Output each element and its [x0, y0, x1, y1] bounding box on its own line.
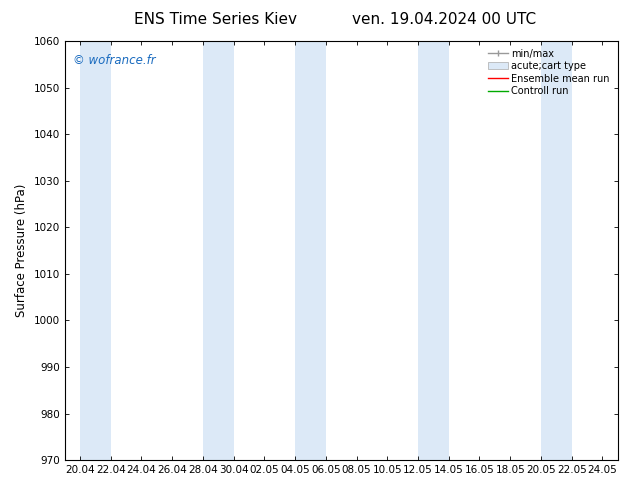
Legend: min/max, acute;cart type, Ensemble mean run, Controll run: min/max, acute;cart type, Ensemble mean … [485, 46, 613, 99]
Bar [80, 41, 111, 460]
Bar [418, 41, 449, 460]
Bar [541, 41, 572, 460]
Text: ENS Time Series Kiev: ENS Time Series Kiev [134, 12, 297, 27]
Bar [203, 41, 234, 460]
Y-axis label: Surface Pressure (hPa): Surface Pressure (hPa) [15, 184, 28, 318]
Text: © wofrance.fr: © wofrance.fr [73, 53, 155, 67]
Bar [295, 41, 326, 460]
Text: ven. 19.04.2024 00 UTC: ven. 19.04.2024 00 UTC [352, 12, 536, 27]
